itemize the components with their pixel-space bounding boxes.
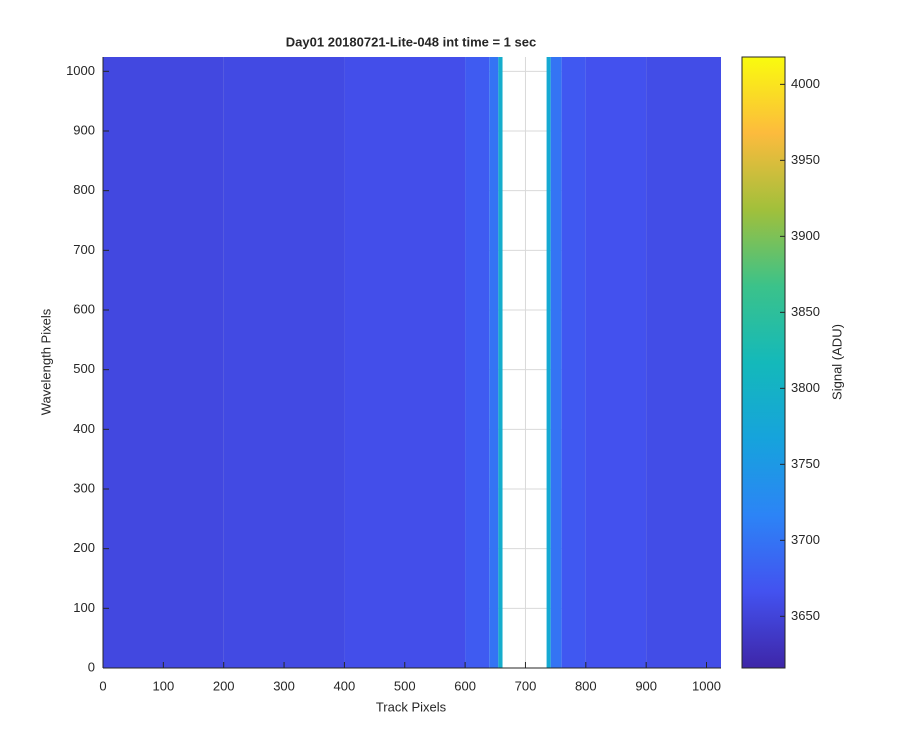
colorbar-tick-label: 3900 (791, 228, 820, 243)
heatmap-cell (585, 57, 647, 668)
x-tick-label: 300 (273, 678, 295, 693)
colorbar-tick-label: 3800 (791, 380, 820, 395)
x-axis-label: Track Pixels (376, 699, 447, 714)
y-tick-label: 900 (73, 122, 95, 137)
y-tick-label: 600 (73, 301, 95, 316)
x-tick-label: 700 (515, 678, 537, 693)
colorbar-tick-label: 4000 (791, 76, 820, 91)
y-tick-label: 0 (88, 659, 95, 674)
heatmap-cell (498, 57, 503, 668)
heatmap-cell (489, 57, 499, 668)
colorbar-tick-label: 3700 (791, 532, 820, 547)
y-axis-label: Wavelength Pixels (38, 308, 53, 415)
heatmap-cell (546, 57, 551, 668)
x-tick-label: 500 (394, 678, 416, 693)
colorbar-label: Signal (ADU) (829, 324, 844, 400)
x-tick-label: 800 (575, 678, 597, 693)
y-tick-label: 700 (73, 242, 95, 257)
chart-title: Day01 20180721-Lite-048 int time = 1 sec (286, 34, 536, 49)
x-tick-label: 1000 (692, 678, 721, 693)
colorbar-tick-label: 3950 (791, 152, 820, 167)
y-tick-label: 300 (73, 480, 95, 495)
x-tick-label: 0 (99, 678, 106, 693)
x-tick-label: 100 (153, 678, 175, 693)
colorbar-tick-label: 3850 (791, 304, 820, 319)
x-tick-label: 600 (454, 678, 476, 693)
heatmap-cell (344, 57, 466, 668)
y-tick-label: 100 (73, 600, 95, 615)
y-tick-label: 800 (73, 182, 95, 197)
y-tick-label: 500 (73, 361, 95, 376)
heatmap-cell (103, 57, 224, 668)
colorbar-tick-label: 3750 (791, 456, 820, 471)
y-tick-label: 200 (73, 540, 95, 555)
colorbar-tick-label: 3650 (791, 608, 820, 623)
heatmap-cell (223, 57, 345, 668)
x-tick-label: 900 (635, 678, 657, 693)
heatmap-cell (646, 57, 721, 668)
heatmap-cell (561, 57, 586, 668)
x-tick-label: 200 (213, 678, 235, 693)
heatmap-cell (465, 57, 490, 668)
heatmap-cell (550, 57, 562, 668)
x-tick-label: 400 (334, 678, 356, 693)
y-tick-label: 1000 (66, 63, 95, 78)
colorbar (741, 56, 786, 669)
y-tick-label: 400 (73, 421, 95, 436)
